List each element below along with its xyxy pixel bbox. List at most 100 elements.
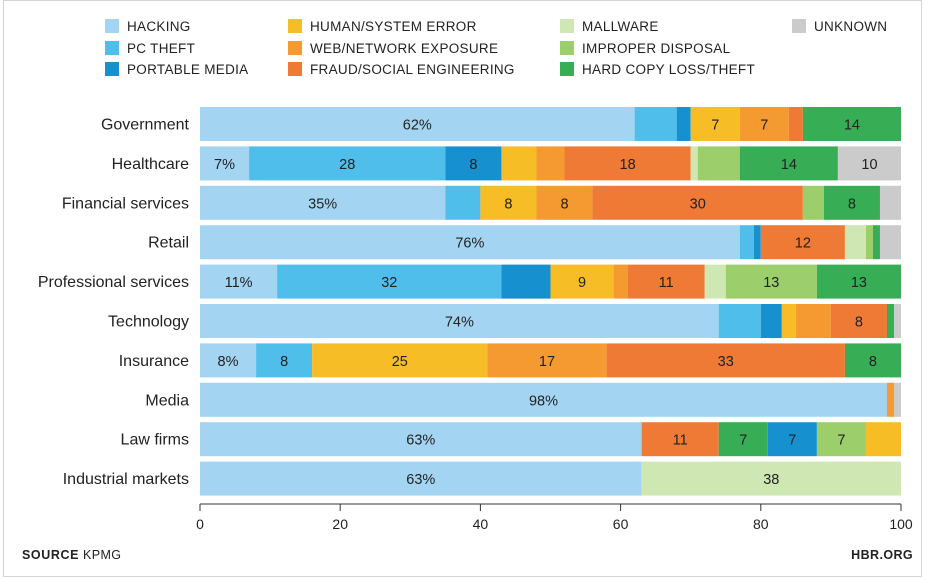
data-label-healthcare-portable-media: 8: [469, 157, 477, 173]
data-label-insurance-human-system-error: 25: [392, 354, 408, 370]
bar-technology-human-system-error: [781, 304, 796, 338]
category-label-law-firms: Law firms: [121, 432, 189, 449]
bar-healthcare-portable-media: [445, 146, 502, 181]
bar-technology-web-network-exposure: [795, 304, 831, 338]
bar-government-fraud-social-engineering: [788, 107, 803, 141]
bar-law-firms-human-system-error: [865, 422, 901, 457]
category-label-industrial-markets: Industrial markets: [63, 471, 189, 488]
bar-government-pc-theft: [634, 107, 677, 141]
bar-retail-improper-disposal: [865, 225, 873, 260]
bar-healthcare-web-network-exposure: [536, 146, 565, 181]
legend-label-fraud-social-engineering: FRAUD/SOCIAL ENGINEERING: [310, 62, 515, 77]
bar-government-portable-media: [676, 107, 691, 141]
x-tick-label-20: 20: [332, 516, 348, 532]
data-label-financial-services-hacking: 35%: [308, 196, 337, 212]
bar-government-human-system-error: [690, 107, 740, 141]
bar-professional-services-hard-copy-loss-theft: [816, 264, 901, 299]
data-label-professional-services-improper-disposal: 13: [763, 275, 779, 291]
legend-label-human-system-error: HUMAN/SYSTEM ERROR: [310, 19, 477, 34]
bar-insurance-web-network-exposure: [487, 343, 607, 378]
bar-insurance-human-system-error: [312, 343, 488, 378]
data-label-insurance-fraud-social-engineering: 33: [718, 354, 734, 370]
bar-retail-fraud-social-engineering: [760, 225, 845, 260]
data-label-professional-services-fraud-social-engineering: 11: [659, 275, 674, 291]
bar-professional-services-pc-theft: [277, 264, 502, 299]
bar-healthcare-mallware: [690, 146, 698, 181]
data-label-healthcare-fraud-social-engineering: 18: [620, 157, 636, 173]
bar-technology-fraud-social-engineering: [830, 304, 887, 338]
bar-financial-services-unknown: [879, 185, 901, 220]
bar-retail-pc-theft: [739, 225, 754, 260]
legend-label-unknown: UNKNOWN: [814, 19, 887, 34]
bar-insurance-hacking: [200, 343, 257, 378]
legend-swatch-pc-theft: [105, 41, 119, 55]
bar-healthcare-hacking: [200, 146, 250, 181]
legend-swatch-hard-copy-loss-theft: [560, 62, 574, 76]
x-tick-label-40: 40: [473, 516, 489, 532]
data-label-professional-services-human-system-error: 9: [578, 275, 586, 291]
legend-swatch-hacking: [105, 19, 119, 33]
legend-swatch-web-network-exposure: [288, 41, 302, 55]
legend-swatch-fraud-social-engineering: [288, 62, 302, 76]
x-tick-label-0: 0: [196, 516, 204, 532]
data-label-healthcare-hard-copy-loss-theft: 14: [781, 157, 797, 173]
bar-law-firms-hard-copy-loss-theft: [718, 422, 768, 457]
bar-government-hard-copy-loss-theft: [802, 107, 901, 141]
data-label-government-web-network-exposure: 7: [760, 118, 768, 134]
data-label-retail-hacking: 76%: [455, 236, 484, 252]
bar-financial-services-pc-theft: [445, 185, 481, 220]
data-label-media-hacking: 98%: [529, 393, 558, 409]
category-label-media: Media: [145, 392, 189, 409]
bar-insurance-hard-copy-loss-theft: [844, 343, 901, 378]
bar-professional-services-human-system-error: [550, 264, 614, 299]
bar-retail-hacking: [200, 225, 740, 260]
bar-technology-pc-theft: [718, 304, 761, 338]
legend-label-web-network-exposure: WEB/NETWORK EXPOSURE: [310, 41, 498, 56]
data-label-technology-hacking: 74%: [445, 315, 474, 331]
data-label-law-firms-improper-disposal: 7: [837, 433, 845, 449]
data-label-insurance-hacking: 8%: [218, 354, 239, 370]
bar-law-firms-fraud-social-engineering: [641, 422, 719, 457]
data-label-law-firms-fraud-social-engineering: 11: [673, 433, 688, 449]
legend-label-improper-disposal: IMPROPER DISPOSAL: [582, 41, 731, 56]
data-label-industrial-markets-mallware: 38: [763, 472, 779, 488]
bar-industrial-markets-mallware: [641, 461, 901, 496]
bar-technology-portable-media: [760, 304, 782, 338]
bar-retail-portable-media: [753, 225, 761, 260]
data-label-healthcare-hacking: 7%: [214, 157, 235, 173]
bar-financial-services-web-network-exposure: [536, 185, 593, 220]
data-label-retail-fraud-social-engineering: 12: [795, 236, 811, 252]
bar-professional-services-hacking: [200, 264, 278, 299]
category-label-retail: Retail: [148, 235, 189, 252]
bar-professional-services-portable-media: [501, 264, 551, 299]
data-label-law-firms-portable-media: 7: [788, 433, 796, 449]
data-label-industrial-markets-hacking: 63%: [406, 472, 435, 488]
category-label-professional-services: Professional services: [38, 274, 189, 291]
x-tick-label-80: 80: [753, 516, 769, 532]
category-label-healthcare: Healthcare: [112, 156, 189, 173]
legend-label-pc-theft: PC THEFT: [127, 41, 195, 56]
bar-media-web-network-exposure: [886, 382, 894, 417]
bar-technology-hacking: [200, 304, 719, 338]
bar-financial-services-human-system-error: [480, 185, 537, 220]
legend-swatch-unknown: [792, 19, 806, 33]
bar-financial-services-improper-disposal: [802, 185, 824, 220]
bar-insurance-pc-theft: [256, 343, 313, 378]
bar-technology-unknown: [893, 304, 901, 338]
category-label-government: Government: [101, 117, 190, 134]
brand-label: HBR.ORG: [851, 548, 913, 562]
x-tick-label-100: 100: [889, 516, 913, 532]
bar-healthcare-human-system-error: [501, 146, 537, 181]
category-label-financial-services: Financial services: [62, 195, 189, 212]
bar-professional-services-web-network-exposure: [613, 264, 628, 299]
data-label-technology-fraud-social-engineering: 8: [855, 315, 863, 331]
data-label-financial-services-web-network-exposure: 8: [560, 196, 568, 212]
data-label-insurance-hard-copy-loss-theft: 8: [869, 354, 877, 370]
bar-healthcare-unknown: [837, 146, 901, 181]
legend-label-hard-copy-loss-theft: HARD COPY LOSS/THEFT: [582, 62, 755, 77]
data-label-insurance-pc-theft: 8: [280, 354, 288, 370]
legend-swatch-human-system-error: [288, 19, 302, 33]
bar-government-hacking: [200, 107, 635, 141]
category-label-insurance: Insurance: [119, 353, 189, 370]
legend-label-portable-media: PORTABLE MEDIA: [127, 62, 248, 77]
